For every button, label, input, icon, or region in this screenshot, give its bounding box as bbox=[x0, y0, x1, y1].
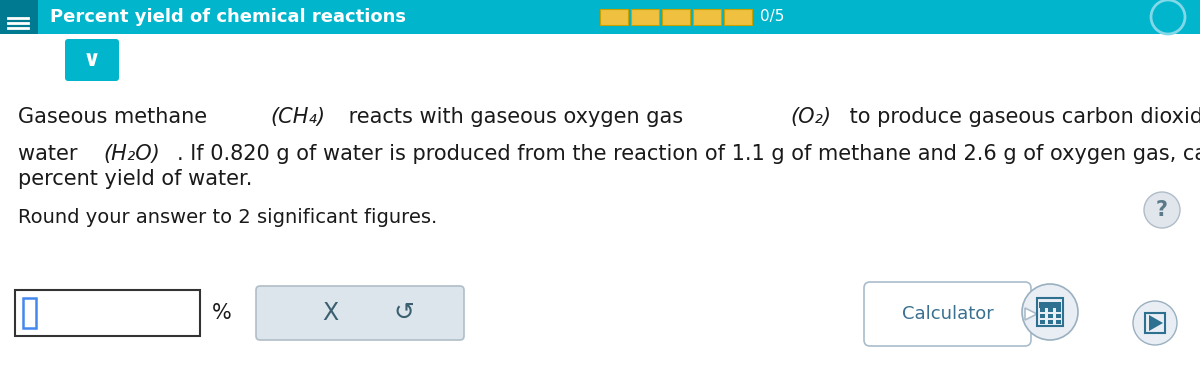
Text: Round your answer to 2 significant figures.: Round your answer to 2 significant figur… bbox=[18, 208, 437, 227]
Text: ?: ? bbox=[1156, 200, 1168, 220]
FancyBboxPatch shape bbox=[65, 39, 119, 81]
Text: ↺: ↺ bbox=[394, 301, 414, 325]
FancyBboxPatch shape bbox=[14, 290, 200, 336]
Circle shape bbox=[1144, 192, 1180, 228]
FancyBboxPatch shape bbox=[694, 9, 721, 25]
Text: percent yield of water.: percent yield of water. bbox=[18, 169, 252, 189]
FancyBboxPatch shape bbox=[0, 0, 38, 34]
FancyBboxPatch shape bbox=[0, 0, 1200, 34]
Text: %: % bbox=[212, 303, 232, 323]
Text: X: X bbox=[322, 301, 338, 325]
Polygon shape bbox=[1150, 315, 1163, 331]
Text: reacts with gaseous oxygen gas: reacts with gaseous oxygen gas bbox=[342, 107, 689, 127]
FancyBboxPatch shape bbox=[1056, 308, 1061, 312]
FancyBboxPatch shape bbox=[1040, 308, 1045, 312]
FancyBboxPatch shape bbox=[864, 282, 1031, 346]
Text: Percent yield of chemical reactions: Percent yield of chemical reactions bbox=[50, 8, 406, 26]
Polygon shape bbox=[1025, 308, 1037, 320]
Text: (CH₄): (CH₄) bbox=[270, 107, 325, 127]
FancyBboxPatch shape bbox=[1056, 314, 1061, 318]
FancyBboxPatch shape bbox=[1048, 314, 1054, 318]
Text: . If 0.820 g of water is produced from the reaction of 1.1 g of methane and 2.6 : . If 0.820 g of water is produced from t… bbox=[176, 144, 1200, 164]
FancyBboxPatch shape bbox=[1040, 314, 1045, 318]
FancyBboxPatch shape bbox=[1048, 320, 1054, 324]
Text: (O₂): (O₂) bbox=[791, 107, 832, 127]
Text: ∨: ∨ bbox=[83, 50, 101, 70]
Text: (H₂O): (H₂O) bbox=[103, 144, 160, 164]
FancyBboxPatch shape bbox=[1048, 308, 1054, 312]
Text: 0/5: 0/5 bbox=[760, 9, 785, 25]
Circle shape bbox=[1022, 284, 1078, 340]
FancyBboxPatch shape bbox=[631, 9, 659, 25]
FancyBboxPatch shape bbox=[1039, 302, 1061, 308]
Circle shape bbox=[1133, 301, 1177, 345]
FancyBboxPatch shape bbox=[1056, 320, 1061, 324]
FancyBboxPatch shape bbox=[1040, 320, 1045, 324]
FancyBboxPatch shape bbox=[724, 9, 752, 25]
Text: Gaseous methane: Gaseous methane bbox=[18, 107, 214, 127]
Text: to produce gaseous carbon dioxide: to produce gaseous carbon dioxide bbox=[844, 107, 1200, 127]
Text: Calculator: Calculator bbox=[901, 305, 994, 323]
FancyBboxPatch shape bbox=[600, 9, 628, 25]
Text: water: water bbox=[18, 144, 84, 164]
FancyBboxPatch shape bbox=[662, 9, 690, 25]
FancyBboxPatch shape bbox=[256, 286, 464, 340]
